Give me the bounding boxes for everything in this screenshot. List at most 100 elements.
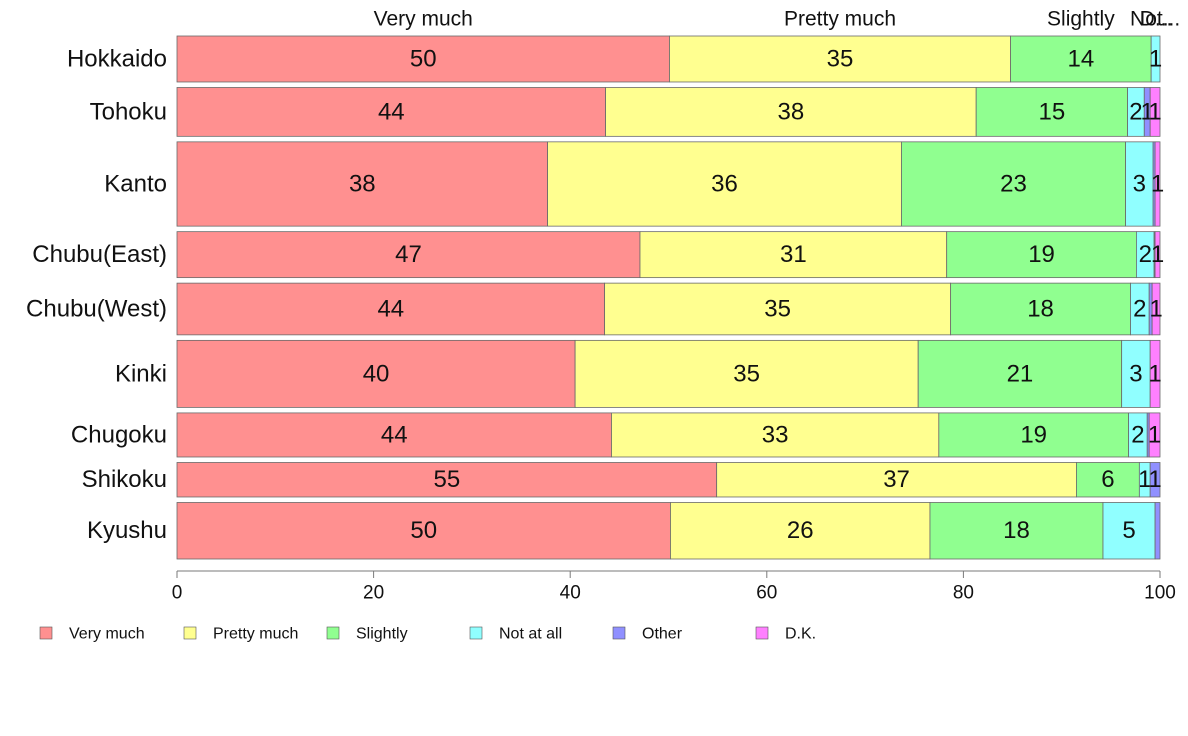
legend: Very much Pretty much Slightly Not at all Ot…	[39, 626, 816, 643]
bar-segment	[1151, 282, 1161, 336]
bar-segment	[1149, 462, 1161, 498]
data-label: 5	[1122, 517, 1135, 544]
category-label: Kyushu	[87, 517, 167, 544]
bar-segment	[176, 141, 548, 227]
legend-swatch	[612, 626, 626, 640]
legend-item: Very much	[39, 626, 145, 643]
data-label: 44	[378, 98, 405, 125]
x-tick-label: 60	[756, 583, 777, 604]
data-label: 1	[1148, 360, 1161, 387]
x-tick-label: 20	[363, 583, 384, 604]
data-label: 21	[1007, 360, 1034, 387]
data-label: 40	[363, 360, 390, 387]
bar-row: 44 33 19 2 1	[176, 412, 1161, 458]
legend-item: D.K.	[755, 626, 816, 643]
legend-label: Very much	[69, 626, 145, 643]
bar-segment	[670, 502, 931, 560]
category-label: Hokkaido	[67, 45, 167, 72]
data-label: 31	[780, 241, 807, 268]
bar-segment	[1149, 87, 1161, 137]
legend-label: D.K.	[785, 626, 816, 643]
data-label: 19	[1020, 421, 1047, 448]
legend-item: Slightly	[326, 626, 408, 643]
bar-segment	[946, 231, 1137, 279]
top-series-label: Not...	[1130, 8, 1180, 31]
bar-segment	[176, 339, 576, 408]
data-label: 37	[883, 466, 910, 493]
bar-segment	[176, 412, 612, 458]
data-label: 35	[827, 45, 854, 72]
data-label: 19	[1028, 241, 1055, 268]
category-label: Kinki	[115, 360, 167, 387]
legend-label: Pretty much	[213, 626, 298, 643]
data-label: 14	[1068, 45, 1095, 72]
bar-segment	[1121, 339, 1151, 408]
data-label: 1	[1148, 466, 1161, 493]
data-label: 55	[433, 466, 460, 493]
bar-segment	[929, 502, 1104, 560]
top-series-label: Slightly	[1047, 8, 1115, 31]
data-label: 38	[349, 170, 376, 197]
category-label: Shikoku	[82, 466, 167, 493]
bar-segment	[938, 412, 1129, 458]
bar-segment	[639, 231, 948, 279]
bar-segment	[975, 87, 1128, 137]
bar-segment	[176, 502, 671, 560]
bar-row: 47 31 19 21	[176, 231, 1164, 279]
category-label: Chubu(East)	[32, 241, 167, 268]
data-label: 23	[1000, 170, 1027, 197]
data-label: 15	[1039, 98, 1066, 125]
bar-row: 55 37 6 11	[176, 462, 1162, 498]
legend-swatch	[39, 626, 53, 640]
bar-segment	[1150, 35, 1161, 83]
category-label: Tohoku	[90, 98, 167, 125]
bar-segment	[1125, 141, 1154, 227]
legend-label: Slightly	[356, 626, 408, 643]
bar-row: 50 26 18 5	[176, 502, 1161, 560]
bar-row: 50 35 14 1	[176, 35, 1162, 83]
bar-segment	[176, 462, 718, 498]
data-label: 38	[778, 98, 805, 125]
category-label: Kanto	[104, 170, 167, 197]
category-label: Chubu(West)	[26, 295, 167, 322]
x-tick-label: 0	[172, 583, 183, 604]
data-label: 35	[733, 360, 760, 387]
data-label: 50	[410, 45, 437, 72]
data-label: 2	[1139, 241, 1152, 268]
legend-item: Other	[612, 626, 683, 643]
bar-segment	[901, 141, 1126, 227]
data-label: 47	[395, 241, 422, 268]
bar-segment	[917, 339, 1123, 408]
top-series-label: Pretty much	[784, 8, 896, 31]
bar-segment	[176, 87, 606, 137]
data-label: 1	[1149, 295, 1162, 322]
bar-segment	[574, 339, 919, 408]
legend-swatch	[469, 626, 483, 640]
legend-item: Not at all	[469, 626, 562, 643]
bar-segment	[1154, 231, 1161, 279]
data-label: 1	[1148, 421, 1161, 448]
top-series-label: D...	[1140, 8, 1173, 31]
data-label: 1	[1148, 98, 1161, 125]
data-label: 1	[1149, 45, 1162, 72]
legend-swatch	[183, 626, 197, 640]
data-label: 6	[1101, 466, 1114, 493]
data-label: 50	[410, 517, 437, 544]
legend-label: Not at all	[499, 626, 562, 643]
bar-segment	[176, 282, 606, 336]
bar-segment	[604, 282, 952, 336]
category-label: Chugoku	[71, 421, 167, 448]
legend-swatch	[755, 626, 769, 640]
bar-segment	[950, 282, 1131, 336]
legend-label: Other	[642, 626, 683, 643]
bar-segment	[1102, 502, 1156, 560]
data-label: 3	[1129, 360, 1142, 387]
category-labels: Hokkaido Tohoku Kanto Chubu(East) Chubu(West…	[26, 45, 167, 544]
legend-item: Pretty much	[183, 626, 298, 643]
data-label: 1	[1138, 466, 1151, 493]
data-label: 44	[377, 295, 404, 322]
data-label: 35	[764, 295, 791, 322]
bar-segment	[605, 87, 977, 137]
